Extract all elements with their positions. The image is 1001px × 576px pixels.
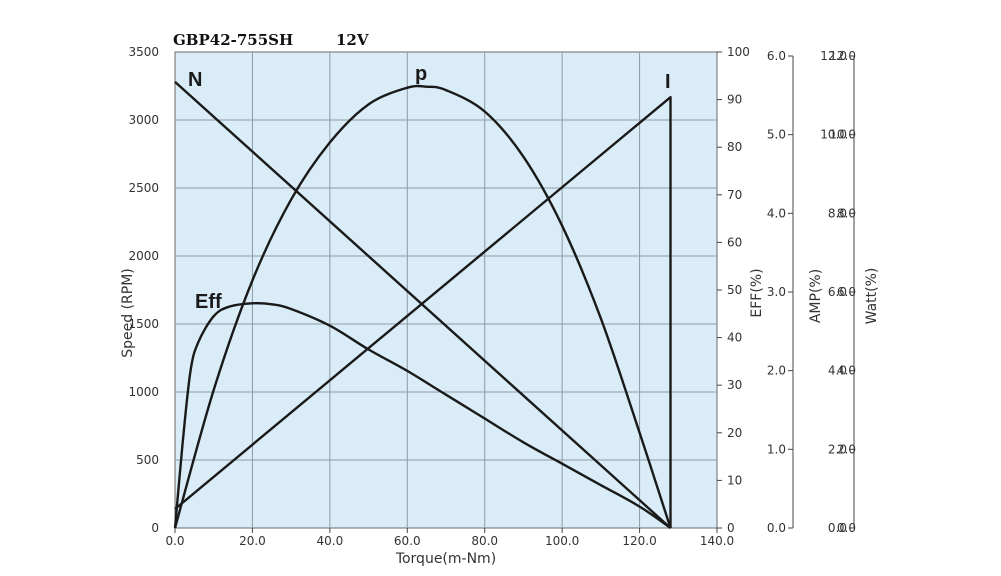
amp-tick-label: 10.0: [820, 128, 847, 142]
curves: [173, 81, 672, 529]
eff-tick-label: 0.0: [767, 521, 786, 535]
speed-tick-label: 2000: [128, 249, 159, 263]
amp-axis-label: AMP(%): [808, 269, 824, 323]
x-tick-label: 140.0: [700, 534, 734, 548]
amp-tick-label: 12.0: [820, 49, 847, 63]
amp-tick-label: 0.0: [828, 521, 847, 535]
percent-tick-label: 70: [727, 188, 742, 202]
x-tick-label: 0.0: [165, 534, 184, 548]
speed-curve: [174, 81, 672, 529]
percent-tick-label: 100: [727, 45, 750, 59]
amp-tick-label: 6.0: [828, 285, 847, 299]
percent-tick-label: 60: [727, 235, 742, 249]
watt-tick-label: 8.0: [837, 206, 856, 220]
x-tick-label: 60.0: [394, 534, 421, 548]
speed-tick-label: 3000: [128, 113, 159, 127]
speed-tick-label: 2500: [128, 181, 159, 195]
axes: [174, 51, 855, 533]
percent-tick-label: 80: [727, 140, 742, 154]
percent-tick-label: 50: [727, 283, 742, 297]
plot-area: [174, 51, 718, 529]
power-curve-label: p: [415, 63, 427, 85]
chart-subtitle: 12V: [336, 31, 369, 49]
watt-axis-label: Watt(%): [864, 268, 880, 325]
watt-tick-label: 6.0: [837, 285, 856, 299]
x-axis-label: Torque(m-Nm): [395, 551, 496, 567]
current-curve: [174, 96, 672, 528]
watt-tick-label: 2.0: [837, 442, 856, 456]
percent-tick-label: 0: [727, 521, 735, 535]
power-curve: [173, 84, 672, 529]
eff-tick-label: 3.0: [767, 285, 786, 299]
eff-tick-label: 2.0: [767, 364, 786, 378]
eff-tick-label: 1.0: [767, 442, 786, 456]
x-tick-label: 40.0: [316, 534, 343, 548]
curve-labels: N Ip Eff: [188, 63, 671, 313]
speed-tick-label: 0: [151, 521, 159, 535]
watt-tick-label: 10.0: [829, 128, 856, 142]
percent-tick-label: 30: [727, 378, 742, 392]
eff-tick-label: 5.0: [767, 128, 786, 142]
eff-axis-label: EFF(%): [749, 268, 765, 317]
grid: [175, 52, 717, 528]
speed-tick-label: 1000: [128, 385, 159, 399]
x-tick-label: 100.0: [545, 534, 579, 548]
percent-tick-label: 90: [727, 93, 742, 107]
percent-tick-label: 10: [727, 473, 742, 487]
watt-tick-label: 4.0: [837, 364, 856, 378]
x-tick-label: 80.0: [471, 534, 498, 548]
x-tick-label: 20.0: [239, 534, 266, 548]
percent-tick-label: 20: [727, 426, 742, 440]
eff-tick-label: 4.0: [767, 206, 786, 220]
tick-labels: 0.0 20.0 40.0 60.0 80.0 100.0 120.0 140.0050010…: [128, 45, 856, 548]
chart-title: GBP42-755SH: [173, 31, 293, 49]
watt-tick-label: 0.0: [837, 521, 856, 535]
current-curve-label: I: [665, 71, 671, 93]
efficiency-curve: [173, 301, 672, 529]
watt-tick-label: 12.0: [829, 49, 856, 63]
amp-tick-label: 2.0: [828, 442, 847, 456]
percent-tick-label: 40: [727, 331, 742, 345]
speed-tick-label: 3500: [128, 45, 159, 59]
efficiency-curve-label: Eff: [195, 291, 222, 313]
x-tick-label: 120.0: [622, 534, 656, 548]
speed-tick-label: 500: [136, 453, 159, 467]
amp-tick-label: 8.0: [828, 206, 847, 220]
speed-tick-label: 1500: [128, 317, 159, 331]
eff-tick-label: 6.0: [767, 49, 786, 63]
amp-tick-label: 4.0: [828, 364, 847, 378]
speed-axis-label: Speed (RPM): [120, 268, 136, 358]
speed-curve-label: N: [188, 69, 202, 91]
